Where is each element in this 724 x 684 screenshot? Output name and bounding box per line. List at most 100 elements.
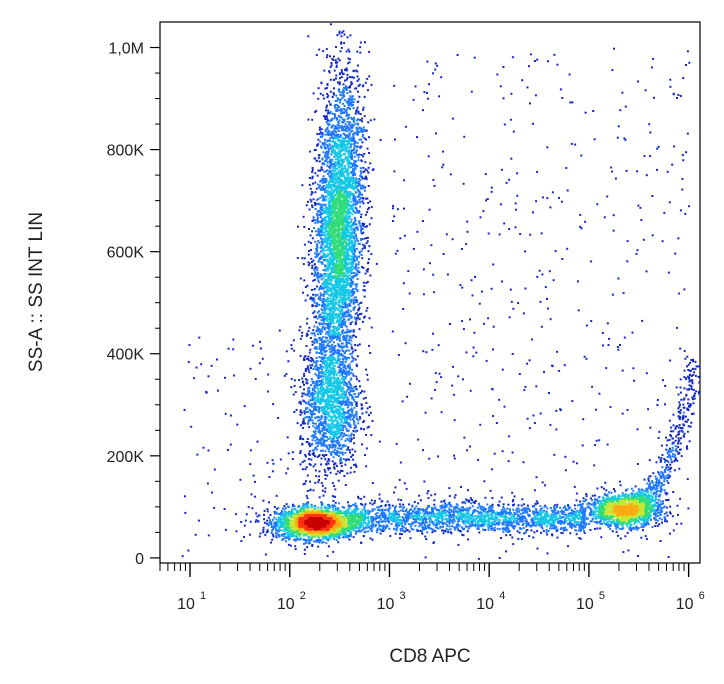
event-dot (349, 108, 351, 110)
event-dot (496, 527, 499, 530)
event-dot (564, 528, 567, 531)
event-dot (689, 379, 692, 382)
event-dot (403, 234, 406, 237)
event-dot (346, 328, 349, 331)
event-dot (318, 252, 321, 255)
event-dot (660, 502, 663, 505)
event-dot (354, 358, 357, 361)
event-dot (345, 358, 348, 361)
event-dot (681, 188, 684, 191)
event-dot (324, 470, 327, 473)
event-dot (210, 364, 213, 367)
event-dot (531, 524, 534, 526)
event-dot (493, 529, 496, 532)
event-dot (322, 301, 325, 303)
event-dot (316, 339, 318, 342)
event-dot (325, 178, 328, 181)
event-dot (500, 514, 503, 516)
event-dot (317, 252, 320, 255)
event-dot (316, 249, 319, 252)
event-dot (571, 400, 574, 403)
event-dot (525, 520, 528, 523)
event-dot (262, 529, 265, 532)
event-dot (309, 463, 312, 466)
event-dot (349, 34, 352, 37)
event-dot (360, 239, 363, 242)
event-dot (477, 557, 480, 560)
event-dot (417, 438, 420, 441)
event-dot (471, 294, 474, 297)
event-dot (579, 213, 582, 216)
event-dot (515, 512, 518, 515)
event-dot (322, 444, 325, 447)
event-dot (352, 139, 355, 142)
event-dot (683, 397, 686, 400)
event-dot (335, 46, 337, 48)
event-dot (355, 108, 358, 111)
event-dot (619, 109, 622, 112)
event-dot (303, 375, 306, 377)
event-dot (360, 541, 363, 544)
event-dot (336, 452, 339, 455)
event-dot (568, 73, 571, 76)
event-dot (505, 550, 508, 553)
event-dot (272, 462, 275, 465)
event-dot (312, 425, 315, 428)
event-dot (329, 147, 332, 150)
event-dot (302, 263, 305, 266)
event-dot (350, 83, 353, 86)
event-dot (665, 511, 668, 514)
event-dot (366, 77, 369, 80)
event-dot (578, 526, 581, 529)
event-dot (352, 458, 355, 461)
event-dot (361, 141, 364, 144)
event-dot (326, 474, 329, 477)
event-dot (630, 527, 633, 530)
event-dot (492, 523, 495, 526)
event-dot (380, 528, 383, 531)
event-dot (308, 539, 311, 542)
event-dot (377, 506, 380, 509)
event-dot (443, 506, 446, 509)
event-dot (323, 141, 326, 144)
event-dot (519, 518, 522, 521)
event-dot (561, 97, 564, 99)
event-dot (343, 345, 346, 348)
event-dot (351, 395, 354, 398)
event-dot (386, 525, 389, 528)
event-dot (652, 472, 655, 475)
event-dot (448, 507, 451, 510)
event-dot (308, 150, 311, 153)
event-dot (584, 515, 587, 518)
event-dot (622, 527, 625, 530)
event-dot (370, 527, 373, 530)
event-dot (428, 523, 431, 526)
event-dot (359, 191, 362, 194)
event-dot (669, 468, 672, 470)
event-dot (331, 144, 334, 147)
event-dot (381, 509, 384, 512)
event-dot (659, 513, 662, 516)
event-dot (607, 526, 610, 528)
event-dot (254, 480, 256, 483)
event-dot (324, 322, 327, 325)
event-dot (393, 84, 396, 87)
event-dot (660, 482, 663, 484)
event-dot (318, 538, 321, 541)
event-dot (326, 104, 328, 107)
event-dot (688, 369, 691, 372)
event-dot (304, 367, 307, 370)
event-dot (582, 529, 585, 532)
event-dot (239, 478, 242, 481)
event-dot (347, 369, 350, 372)
event-dot (362, 421, 365, 424)
event-dot (266, 529, 269, 532)
event-dot (589, 512, 591, 515)
event-dot (453, 507, 456, 510)
event-dot (502, 508, 505, 511)
event-dot (316, 305, 319, 308)
event-dot (350, 283, 353, 286)
event-dot (328, 148, 330, 151)
event-dot (348, 391, 351, 394)
event-dot (333, 87, 335, 90)
